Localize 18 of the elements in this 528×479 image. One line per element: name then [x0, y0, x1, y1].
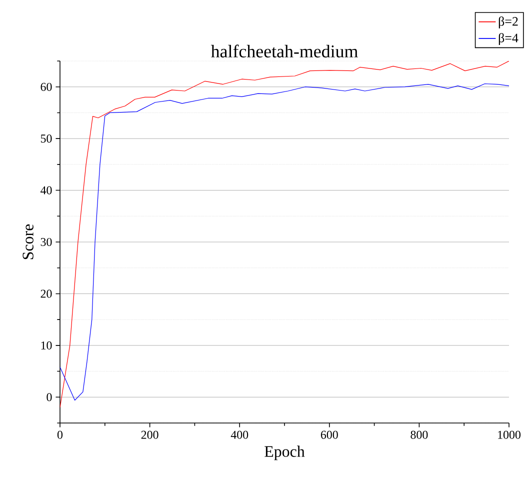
- y-tick-label: 60: [40, 82, 52, 91]
- legend-label: β=4: [498, 33, 518, 45]
- y-tick-label: 20: [40, 290, 52, 298]
- y-tick-label: 40: [40, 186, 52, 194]
- x-tick-label: 800: [410, 430, 428, 439]
- x-tick-label: 200: [141, 430, 158, 439]
- chart-title: halfcheetah-medium: [210, 44, 358, 58]
- x-tick-label: 1000: [498, 430, 520, 439]
- y-tick-label: 50: [40, 134, 52, 143]
- x-tick-label: 600: [320, 430, 338, 439]
- legend-label: β=2: [498, 16, 518, 28]
- x-axis-title: Epoch: [264, 446, 305, 460]
- y-tick-label: 10: [41, 341, 52, 350]
- x-tick-label: 0: [57, 430, 63, 439]
- y-axis-title: Score: [22, 224, 34, 260]
- y-tick-label: 0: [46, 393, 52, 402]
- x-tick-label: 400: [230, 430, 248, 439]
- y-tick-label: 30: [40, 238, 52, 246]
